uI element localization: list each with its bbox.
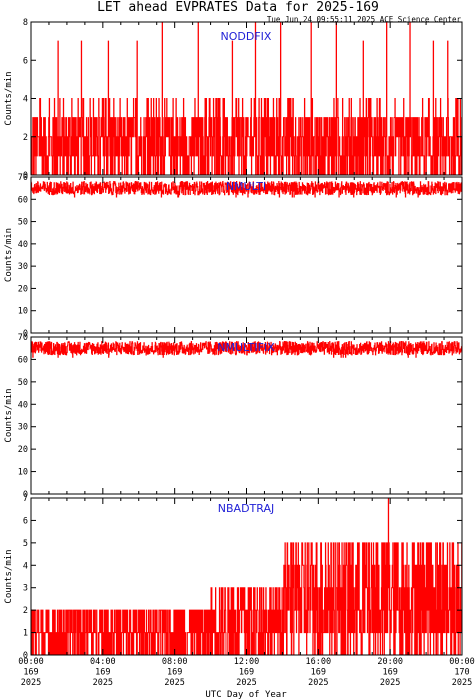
panel-nmulti: 0 10 20 30 40 50 60 70 Counts/min NMULTI bbox=[4, 173, 463, 339]
y-tick-label: 2 bbox=[23, 606, 28, 616]
y-tick-label: 60 bbox=[18, 195, 28, 205]
y-tick-label: 70 bbox=[18, 333, 28, 343]
y-tick-label: 0 bbox=[23, 490, 28, 500]
y-tick-label: 3 bbox=[23, 584, 28, 594]
x-tick-label: 169 bbox=[239, 668, 254, 678]
x-tick-label: 08:00 bbox=[162, 657, 188, 667]
x-tick-label: 169 bbox=[95, 668, 110, 678]
series-line-nmulti bbox=[30, 180, 463, 198]
y-tick-label: 0 bbox=[23, 329, 28, 339]
x-tick-label: 12:00 bbox=[234, 657, 260, 667]
x-tick-label: 2025 bbox=[380, 678, 400, 688]
x-tick-label: 2025 bbox=[236, 678, 256, 688]
y-tick-label: 40 bbox=[18, 240, 28, 250]
y-tick-label: 40 bbox=[18, 400, 28, 410]
x-tick-label: 2025 bbox=[93, 678, 113, 688]
panel-label: NMULTIFIX bbox=[217, 341, 275, 354]
timestamp: Tue Jun 24 09:55:11 2025 ACE Science Cen… bbox=[267, 15, 462, 24]
y-axis-label: Counts/min bbox=[4, 549, 14, 603]
panel-label: NMULTI bbox=[226, 180, 266, 193]
x-tick-label: 20:00 bbox=[377, 657, 403, 667]
panel-label: NBADTRAJ bbox=[218, 502, 274, 515]
y-tick-label: 7 bbox=[23, 494, 28, 504]
y-tick-label: 5 bbox=[23, 539, 28, 549]
panel-frame bbox=[30, 176, 463, 334]
panel-nbadtraj: 0 1 2 3 4 5 6 7 Counts/min NBADTRAJ bbox=[4, 494, 463, 661]
y-axis-label: Counts/min bbox=[4, 388, 14, 442]
y-tick-label: 20 bbox=[18, 284, 28, 294]
y-tick-label: 6 bbox=[23, 516, 28, 526]
x-tick-label: 169 bbox=[167, 668, 182, 678]
x-tick-label: 169 bbox=[382, 668, 397, 678]
y-tick-label: 30 bbox=[18, 262, 28, 272]
x-tick-label: 04:00 bbox=[90, 657, 116, 667]
y-tick-label: 4 bbox=[23, 95, 28, 105]
y-tick-label: 4 bbox=[23, 561, 28, 571]
x-tick-label: 169 bbox=[311, 668, 326, 678]
y-tick-label: 50 bbox=[18, 378, 28, 388]
x-tick-label: 2025 bbox=[452, 678, 472, 688]
y-tick-label: 2 bbox=[23, 133, 28, 143]
series-line-nbadtraj bbox=[30, 497, 463, 656]
x-axis: 00:00169202504:00169202508:00169202512:0… bbox=[18, 657, 475, 688]
y-tick-label: 6 bbox=[23, 56, 28, 66]
panel-nmultifix: 0 10 20 30 40 50 60 70 Counts/min NMULTIFIX bbox=[4, 333, 463, 500]
panel-frame bbox=[30, 336, 463, 495]
x-tick-label: 2025 bbox=[21, 678, 41, 688]
x-tick-label: 00:00 bbox=[18, 657, 44, 667]
series-line-noddfix bbox=[31, 21, 463, 176]
panel-label: NODDFIX bbox=[221, 30, 272, 43]
panel-noddfix: 0 2 4 6 8 Counts/min NODDFIX bbox=[4, 18, 463, 181]
x-axis-label: UTC Day of Year bbox=[205, 690, 287, 700]
y-tick-label: 70 bbox=[18, 173, 28, 183]
y-axis-label: Counts/min bbox=[4, 228, 14, 282]
x-tick-label: 169 bbox=[23, 668, 38, 678]
y-tick-label: 1 bbox=[23, 629, 28, 639]
x-tick-label: 170 bbox=[454, 668, 469, 678]
y-axis-label: Counts/min bbox=[4, 71, 14, 125]
y-tick-label: 10 bbox=[18, 307, 28, 317]
y-tick-label: 0 bbox=[23, 171, 28, 181]
panels: 02468Counts/minNODDFIX010203040506070Cou… bbox=[4, 18, 463, 661]
y-tick-label: 20 bbox=[18, 445, 28, 455]
x-tick-label: 00:00 bbox=[449, 657, 475, 667]
chart-title: LET ahead EVPRATES Data for 2025-169 bbox=[97, 0, 379, 15]
y-tick-label: 50 bbox=[18, 218, 28, 228]
x-tick-label: 2025 bbox=[308, 678, 328, 688]
y-tick-label: 30 bbox=[18, 423, 28, 433]
y-tick-label: 10 bbox=[18, 468, 28, 478]
series-line-nmultifix bbox=[30, 340, 463, 358]
x-tick-label: 16:00 bbox=[306, 657, 332, 667]
y-tick-label: 0 bbox=[23, 651, 28, 661]
y-tick-label: 8 bbox=[23, 18, 28, 28]
y-tick-label: 60 bbox=[18, 355, 28, 365]
x-tick-label: 2025 bbox=[164, 678, 184, 688]
